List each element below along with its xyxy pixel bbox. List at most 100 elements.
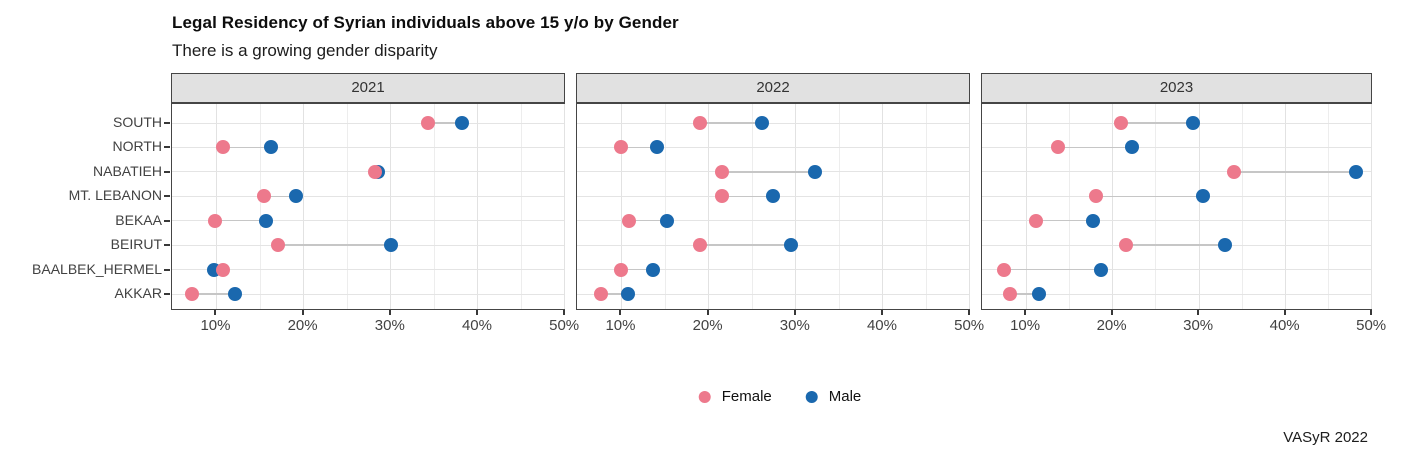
dot-female-2021-mt-lebanon [256,189,271,204]
connector-2021-south [428,122,463,124]
x-axis-label-50: 50% [954,317,985,334]
source-caption: VASyR 2022 [1283,429,1368,446]
x-axis-label-10: 10% [1010,317,1041,334]
y-axis-tick [164,146,170,149]
facet-panel-2023 [981,103,1372,310]
dot-female-2023-nabatieh [1226,164,1241,179]
y-axis-label-north: NORTH [112,138,162,155]
legend: Female Male [698,388,861,405]
facet-strip-2021: 2021 [171,73,565,103]
gridline-horizontal [172,171,564,173]
x-axis-label-40: 40% [1269,317,1300,334]
dot-male-2022-north [650,140,665,155]
x-axis-tick [1024,310,1027,315]
dot-female-2021-north [215,140,230,155]
x-axis-tick [301,310,304,315]
chart-subtitle: There is a growing gender disparity [172,41,438,60]
dot-male-2021-beirut [383,238,398,253]
dot-female-2022-south [692,116,707,130]
gridline-horizontal [577,220,969,222]
dot-female-2023-north [1051,140,1066,155]
dot-female-2023-mt-lebanon [1089,189,1104,204]
dot-male-2021-akkar [227,287,242,301]
connector-2022-nabatieh [721,171,815,173]
dot-female-2022-mt-lebanon [714,189,729,204]
dot-male-2023-north [1124,140,1139,155]
x-axis-label-10: 10% [605,317,636,334]
gridline-horizontal [982,269,1371,271]
dot-male-2023-akkar [1032,287,1047,301]
x-axis-label-40: 40% [461,317,492,334]
gridline-horizontal [577,293,969,295]
x-axis-tick [1370,310,1373,315]
y-axis-label-baalbek-hermel: BAALBEK_HERMEL [32,260,162,277]
dot-female-2022-akkar [593,287,608,301]
dot-female-2022-north [614,140,629,155]
x-axis-label-30: 30% [374,317,405,334]
legend-label-female: Female [721,388,772,405]
legend-item-female: Female [698,388,772,405]
dot-male-2022-nabatieh [807,164,822,179]
connector-2023-nabatieh [1233,171,1356,173]
dot-male-2022-beirut [784,238,799,253]
gridline-horizontal [982,293,1371,295]
gridline-minor-vertical [1068,104,1070,309]
dot-male-2023-south [1186,116,1201,130]
x-axis-tick [706,310,709,315]
connector-2022-north [621,146,658,149]
dot-female-2022-nabatieh [714,164,729,179]
dot-female-2023-beirut [1118,238,1133,253]
gridline-major-vertical [1112,104,1114,309]
connector-2023-mt-lebanon [1096,195,1203,198]
dot-female-2021-south [421,116,436,130]
x-axis-label-10: 10% [200,317,231,334]
gridline-horizontal [577,269,969,271]
facet-strip-2023: 2023 [981,73,1372,103]
y-axis-tick [164,170,170,173]
legend-item-male: Male [805,388,861,405]
dot-female-2022-baalbek-hermel [614,262,629,277]
gridline-major-vertical [708,104,710,309]
connector-2022-beirut [699,244,792,246]
dot-female-2023-akkar [1002,287,1017,301]
connector-2023-bekaa [1036,219,1093,222]
gridline-major-vertical [563,104,565,309]
female-dot-icon [698,390,711,403]
gridline-minor-vertical [1241,104,1243,309]
dot-female-2021-baalbek-hermel [216,262,231,277]
dot-female-2022-beirut [692,238,707,253]
dot-male-2023-nabatieh [1348,164,1363,179]
connector-2022-baalbek-hermel [621,268,653,271]
connector-2023-beirut [1125,244,1226,246]
dot-male-2022-bekaa [659,213,674,228]
connector-2021-akkar [192,293,235,295]
dot-male-2021-north [263,140,278,155]
x-axis-label-20: 20% [287,317,318,334]
gridline-major-vertical [303,104,305,309]
connector-2022-south [699,122,762,124]
dot-female-2023-bekaa [1029,213,1044,228]
y-axis-label-south: SOUTH [113,114,162,130]
connector-2022-akkar [600,293,629,295]
x-axis-tick [214,310,217,315]
x-axis-tick [475,310,478,315]
dot-female-2023-south [1114,116,1129,130]
x-axis-label-40: 40% [866,317,897,334]
gridline-minor-vertical [926,104,928,309]
y-axis-tick [164,293,170,295]
male-dot-icon [805,390,818,403]
connector-2023-akkar [1009,293,1040,295]
gridline-major-vertical [882,104,884,309]
gridline-horizontal [982,220,1371,222]
gridline-horizontal [172,146,564,148]
gridline-horizontal [172,220,564,222]
gridline-minor-vertical [1328,104,1330,309]
chart-title: Legal Residency of Syrian individuals ab… [172,13,679,32]
x-axis-tick [793,310,796,315]
dot-male-2022-mt-lebanon [766,189,781,204]
connector-2021-mt-lebanon [263,195,296,198]
connector-2021-north [222,146,271,149]
connector-2021-bekaa [214,219,267,222]
gridline-major-vertical [1198,104,1200,309]
